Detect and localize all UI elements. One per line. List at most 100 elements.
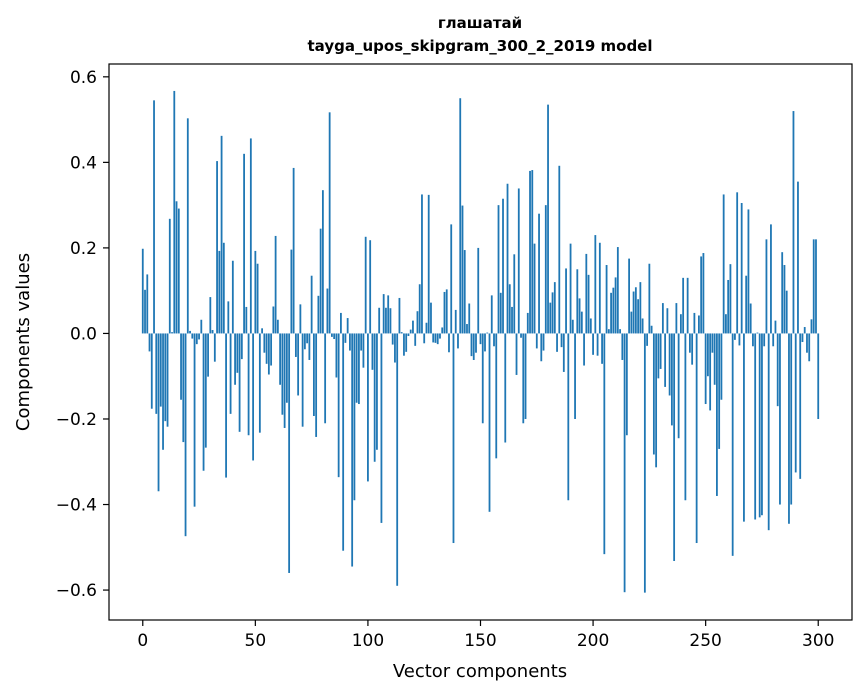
bar-136 <box>448 333 450 353</box>
bar-195 <box>580 311 583 334</box>
bar-148 <box>475 333 477 353</box>
bar-125 <box>423 333 426 344</box>
bar-199 <box>589 318 592 334</box>
bar-52 <box>258 333 261 433</box>
bar-28 <box>204 333 207 448</box>
bar-105 <box>378 307 381 334</box>
x-tick-label: 100 <box>352 631 384 651</box>
bar-194 <box>578 298 581 334</box>
bar-33 <box>216 161 218 334</box>
bar-22 <box>191 333 194 339</box>
bar-159 <box>499 292 502 334</box>
bar-81 <box>324 333 327 424</box>
bar-12 <box>168 218 171 334</box>
bar-97 <box>360 333 363 351</box>
bar-88 <box>340 312 342 334</box>
bar-25 <box>198 333 200 340</box>
bar-242 <box>686 277 689 334</box>
bar-217 <box>630 311 633 334</box>
bar-207 <box>607 329 610 334</box>
bar-141 <box>459 98 462 334</box>
bar-73 <box>306 333 309 344</box>
bar-5 <box>153 100 155 334</box>
bar-205 <box>603 333 606 555</box>
bar-54 <box>263 333 266 353</box>
bar-197 <box>585 253 588 334</box>
bar-157 <box>495 333 498 459</box>
bar-269 <box>747 209 750 334</box>
bar-175 <box>535 333 538 349</box>
bar-274 <box>758 333 761 518</box>
bar-204 <box>601 333 603 364</box>
bar-236 <box>673 333 676 561</box>
bar-285 <box>783 265 786 334</box>
bar-155 <box>490 295 493 334</box>
chart-title-line1: глашатай <box>438 14 522 32</box>
bar-151 <box>481 333 484 424</box>
bar-240 <box>682 277 685 334</box>
bar-130 <box>434 333 437 343</box>
bar-171 <box>526 312 529 334</box>
bar-296 <box>808 333 811 362</box>
bar-165 <box>513 254 516 334</box>
bar-111 <box>391 333 394 345</box>
bar-297 <box>810 319 813 334</box>
bar-202 <box>596 333 599 356</box>
bar-181 <box>549 302 552 334</box>
bar-160 <box>502 198 504 334</box>
bar-51 <box>256 263 259 334</box>
bar-294 <box>803 327 806 334</box>
bar-209 <box>612 287 615 334</box>
bar-193 <box>576 269 579 334</box>
bar-15 <box>175 201 178 334</box>
bar-7 <box>157 333 160 492</box>
bar-99 <box>364 236 367 334</box>
bar-186 <box>560 333 563 348</box>
bar-48 <box>249 138 252 334</box>
bar-19 <box>184 333 187 537</box>
y-tick-label: 0.0 <box>70 324 97 344</box>
bar-40 <box>231 260 234 334</box>
bar-38 <box>227 301 230 334</box>
bar-272 <box>754 333 757 520</box>
bar-299 <box>815 239 817 334</box>
bar-223 <box>643 333 646 593</box>
bar-23 <box>193 333 196 507</box>
bar-258 <box>722 194 725 334</box>
bar-129 <box>432 333 435 343</box>
bar-164 <box>511 306 513 334</box>
bar-145 <box>468 303 471 334</box>
y-tick-label: −0.4 <box>56 496 97 516</box>
bar-72 <box>303 333 306 350</box>
bar-55 <box>265 333 268 364</box>
bar-64 <box>285 333 288 403</box>
bar-21 <box>189 330 191 334</box>
bar-11 <box>166 333 169 427</box>
bar-17 <box>180 333 182 400</box>
bar-144 <box>466 324 468 334</box>
bar-190 <box>569 243 572 334</box>
bar-70 <box>299 304 302 334</box>
bar-161 <box>504 333 507 443</box>
bar-300 <box>817 333 820 419</box>
bar-85 <box>333 333 336 340</box>
bar-79 <box>319 228 322 334</box>
bar-279 <box>770 224 772 334</box>
bar-16 <box>177 208 180 334</box>
bar-211 <box>616 247 619 334</box>
bar-250 <box>704 333 707 405</box>
bar-29 <box>207 333 209 377</box>
bar-280 <box>772 333 775 347</box>
bar-293 <box>801 333 804 342</box>
bar-36 <box>222 242 225 334</box>
x-tick-label: 200 <box>577 631 609 651</box>
bar-182 <box>551 292 554 334</box>
bar-189 <box>567 333 570 501</box>
bar-191 <box>571 319 574 334</box>
bar-147 <box>472 333 475 360</box>
bar-56 <box>267 333 270 375</box>
bar-286 <box>785 290 788 334</box>
x-tick-label: 300 <box>802 631 834 651</box>
